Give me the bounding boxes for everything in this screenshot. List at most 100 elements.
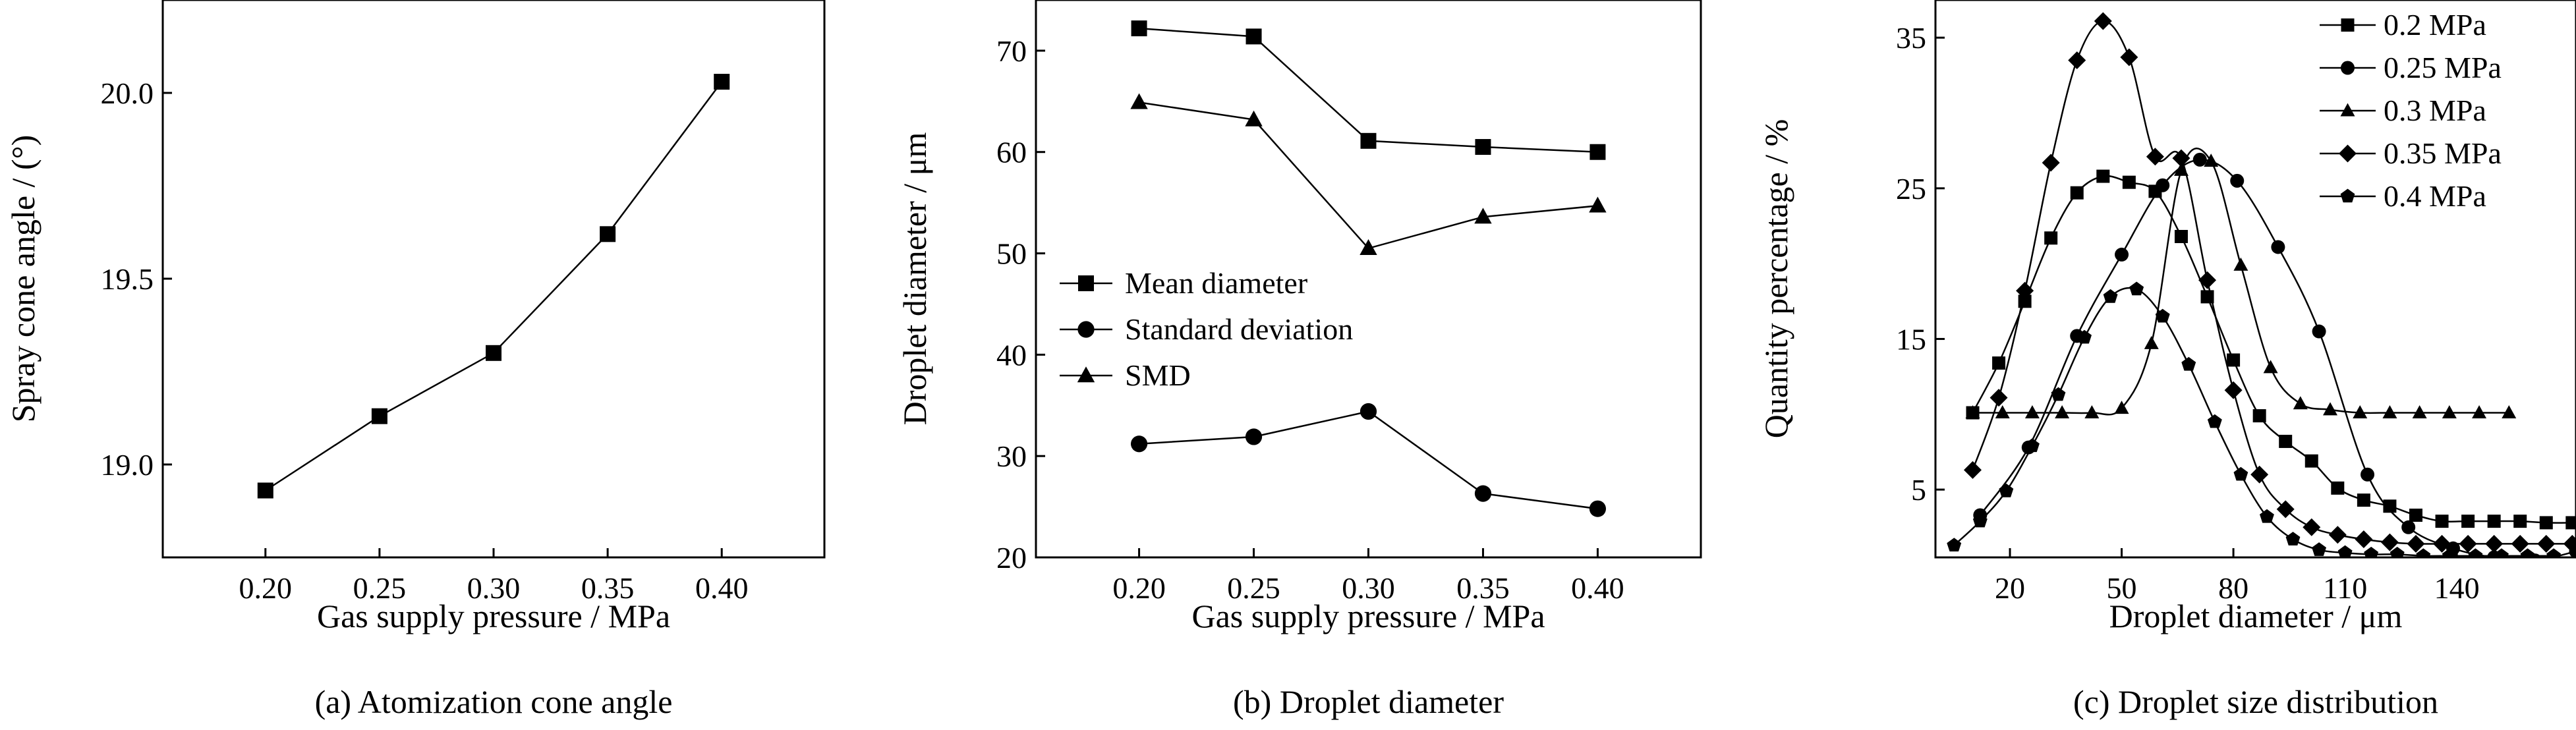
data-point xyxy=(2502,405,2517,418)
y-tick-label: 5 xyxy=(1911,473,1926,507)
legend: Mean diameter Standard deviation SMD xyxy=(1060,266,1353,392)
data-point xyxy=(2485,534,2504,553)
data-point xyxy=(2233,257,2248,271)
data-point xyxy=(2312,542,2326,556)
y-tick-label: 60 xyxy=(996,136,1027,169)
data-point xyxy=(2380,533,2399,551)
data-point xyxy=(2357,493,2370,507)
x-axis-label: Gas supply pressure / MPa xyxy=(317,598,670,634)
data-point xyxy=(2224,381,2243,399)
y-tick-label: 35 xyxy=(1896,21,1926,55)
y-axis-label: Quantity percentage / % xyxy=(1758,119,1794,439)
data-point xyxy=(2442,548,2457,557)
legend-label: SMD xyxy=(1125,358,1191,392)
x-tick-label: 0.20 xyxy=(239,571,293,605)
chart-panel-2: 0.20 0.25 0.30 0.35 0.40 20 30 40 50 60 70 Gas supp… xyxy=(896,0,1702,720)
data-point xyxy=(2250,465,2269,484)
x-tick-label: 140 xyxy=(2434,571,2480,605)
data-point xyxy=(2546,548,2561,557)
data-point xyxy=(1989,389,2008,407)
x-tick-label: 0.30 xyxy=(1342,571,1395,605)
data-point xyxy=(1245,110,1263,126)
data-point xyxy=(2435,515,2449,528)
y-tick-label: 40 xyxy=(996,338,1027,372)
legend-item: 0.2 MPa xyxy=(2320,8,2486,42)
data-point xyxy=(2051,387,2066,401)
legend-marker xyxy=(2340,103,2355,117)
data-point xyxy=(2494,548,2509,557)
panel-caption: (a) Atomization cone angle xyxy=(315,683,673,720)
plot-area xyxy=(1130,20,1607,517)
data-point xyxy=(2077,329,2092,344)
data-point xyxy=(1130,435,1148,453)
plot-area xyxy=(257,74,730,499)
data-point xyxy=(2260,509,2274,523)
data-point xyxy=(1360,132,1377,149)
data-point xyxy=(2276,500,2295,519)
data-point xyxy=(1474,485,1492,502)
data-point xyxy=(2172,149,2190,167)
legend-label: 0.25 MPa xyxy=(2384,51,2502,84)
data-point xyxy=(2459,534,2477,553)
data-point xyxy=(1589,144,1606,160)
data-point xyxy=(2042,154,2060,172)
y-tick-label: 70 xyxy=(996,34,1027,68)
legend-item: SMD xyxy=(1060,358,1191,392)
data-point xyxy=(2068,51,2086,69)
data-point xyxy=(1972,513,1988,528)
series-1 xyxy=(1131,20,1606,160)
data-point xyxy=(2181,356,2196,371)
data-point xyxy=(714,74,730,90)
x-axis-label: Gas supply pressure / MPa xyxy=(1191,598,1545,634)
data-point xyxy=(2252,409,2266,423)
legend-marker xyxy=(2341,18,2355,32)
series-5 xyxy=(1947,281,2561,557)
x-tick-label: 110 xyxy=(2323,571,2367,605)
data-point xyxy=(1995,405,2010,418)
data-point xyxy=(2442,405,2457,418)
data-point xyxy=(2563,534,2576,553)
data-point xyxy=(1475,139,1491,155)
y-tick-label: 19.0 xyxy=(101,448,154,482)
data-point xyxy=(2156,178,2170,192)
panel-caption: (c) Droplet size distribution xyxy=(2073,683,2438,720)
data-point xyxy=(2513,515,2527,528)
data-point xyxy=(2198,271,2217,289)
series-line xyxy=(265,81,723,491)
plot-area xyxy=(1947,12,2576,557)
data-point xyxy=(2129,281,2144,296)
data-point xyxy=(2361,467,2375,482)
y-axis-label: Spray cone angle / (°) xyxy=(5,135,42,423)
data-point xyxy=(1589,500,1607,517)
series-line xyxy=(1972,175,2573,524)
legend-item: Standard deviation xyxy=(1060,312,1353,346)
data-point xyxy=(2230,173,2245,188)
data-point xyxy=(1360,239,1377,256)
legend-marker xyxy=(2341,61,2355,75)
y-tick-label: 20.0 xyxy=(101,76,154,110)
data-point xyxy=(2353,405,2368,418)
legend-label: 0.4 MPa xyxy=(2384,179,2486,213)
data-point xyxy=(371,408,387,424)
data-point xyxy=(2293,396,2308,410)
data-point xyxy=(2096,169,2110,183)
data-point xyxy=(2174,229,2188,243)
data-point xyxy=(2173,162,2189,176)
data-point xyxy=(257,482,273,499)
series-line xyxy=(1979,159,2576,557)
data-point xyxy=(2303,518,2321,536)
legend-label: Mean diameter xyxy=(1125,266,1307,300)
data-point xyxy=(2103,289,2118,303)
series-3 xyxy=(1965,147,2517,418)
data-point xyxy=(2055,405,2070,418)
data-point xyxy=(2115,247,2129,262)
legend-marker xyxy=(2340,188,2355,203)
data-point xyxy=(2207,414,2222,428)
data-point xyxy=(2204,154,2219,167)
data-point xyxy=(600,226,616,242)
y-tick-label: 19.5 xyxy=(101,262,154,296)
data-point xyxy=(2312,324,2326,339)
data-point xyxy=(2537,534,2556,553)
chart-panel-1: 0.20 0.25 0.30 0.35 0.40 19.0 19.5 20.0 Gas supp… xyxy=(5,0,826,720)
